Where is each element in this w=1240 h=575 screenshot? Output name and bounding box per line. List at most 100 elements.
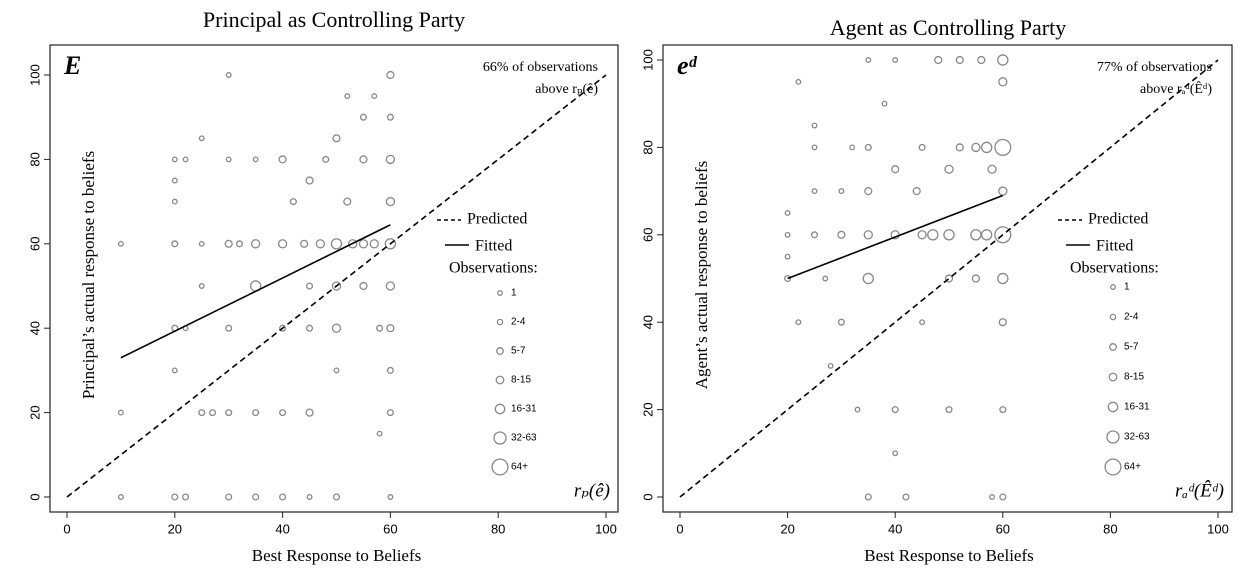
y-tick-label: 0 bbox=[27, 493, 42, 500]
observation bbox=[117, 494, 124, 500]
observation bbox=[970, 229, 982, 241]
observation bbox=[862, 272, 875, 285]
observation bbox=[376, 324, 384, 332]
observation bbox=[277, 239, 288, 249]
observation bbox=[811, 122, 818, 129]
observation bbox=[795, 78, 802, 85]
observation bbox=[278, 155, 287, 164]
x-tick-label: 20 bbox=[780, 521, 794, 536]
observation bbox=[358, 239, 369, 249]
observation bbox=[891, 165, 900, 174]
observation bbox=[198, 283, 205, 289]
plot-frame bbox=[49, 44, 619, 513]
observation bbox=[225, 409, 233, 417]
observation bbox=[279, 493, 287, 501]
observation bbox=[386, 113, 394, 121]
x-tick-label: 80 bbox=[1103, 521, 1117, 536]
legend-size bbox=[496, 318, 504, 326]
observation bbox=[811, 188, 818, 195]
fitted-line bbox=[787, 194, 1004, 280]
legend-size bbox=[1110, 284, 1116, 290]
observation bbox=[945, 406, 953, 414]
observation bbox=[322, 155, 330, 163]
observation bbox=[864, 493, 872, 501]
observation bbox=[997, 272, 1009, 285]
observation bbox=[305, 408, 314, 417]
observation bbox=[331, 323, 342, 333]
observation bbox=[971, 274, 981, 283]
observation bbox=[224, 239, 233, 248]
legend-title: Observations: bbox=[449, 260, 538, 277]
observation bbox=[250, 239, 261, 249]
observation bbox=[987, 164, 997, 174]
observation bbox=[225, 493, 233, 501]
legend-size bbox=[1109, 313, 1117, 321]
fitted-line bbox=[120, 224, 391, 359]
legend-size bbox=[1109, 343, 1117, 351]
observation bbox=[386, 324, 395, 333]
observation bbox=[171, 177, 178, 184]
legend-size-label: 5-7 bbox=[1124, 342, 1139, 353]
y-tick-label: 60 bbox=[27, 237, 42, 251]
observation bbox=[225, 324, 233, 332]
observation bbox=[998, 186, 1008, 196]
legend-label: Predicted bbox=[1088, 211, 1148, 228]
observation bbox=[369, 239, 379, 249]
legend-size-label: 8-15 bbox=[1124, 372, 1144, 383]
corner-label: eᵈ bbox=[677, 51, 698, 80]
observation bbox=[386, 366, 394, 374]
observation bbox=[386, 409, 394, 417]
x-tick-label: 100 bbox=[595, 521, 617, 536]
y-tick-label: 100 bbox=[640, 49, 655, 71]
observation bbox=[854, 406, 861, 413]
observation bbox=[943, 229, 955, 241]
observation bbox=[198, 135, 205, 142]
x-tick-label: 60 bbox=[383, 521, 397, 536]
y-tick-label: 80 bbox=[27, 152, 42, 166]
observation bbox=[849, 144, 856, 151]
observation bbox=[306, 494, 313, 500]
observation bbox=[387, 494, 394, 500]
y-tick-label: 40 bbox=[640, 315, 655, 329]
observation bbox=[989, 494, 995, 500]
observation bbox=[332, 134, 341, 143]
y-axis-label: Agent’s actual response to beliefs bbox=[692, 161, 711, 390]
observation bbox=[881, 100, 888, 107]
legend-size-label: 8-15 bbox=[511, 375, 531, 386]
y-tick-label: 80 bbox=[640, 140, 655, 154]
observation bbox=[384, 238, 397, 250]
observation bbox=[225, 72, 232, 78]
observation bbox=[315, 239, 326, 249]
observation bbox=[971, 142, 981, 153]
observation bbox=[944, 164, 954, 174]
axis-note: rₚ(ê) bbox=[574, 480, 610, 501]
observation bbox=[980, 141, 993, 154]
legend-size bbox=[1104, 458, 1122, 476]
legend-size bbox=[495, 375, 505, 385]
observation bbox=[955, 55, 964, 65]
observation bbox=[343, 197, 352, 206]
observation bbox=[917, 230, 927, 240]
observation bbox=[999, 493, 1007, 501]
legend-size bbox=[1108, 372, 1118, 382]
legend-size bbox=[494, 403, 506, 415]
y-tick-label: 0 bbox=[640, 493, 655, 500]
observation bbox=[811, 144, 818, 151]
observation bbox=[252, 493, 260, 501]
observation bbox=[198, 409, 206, 417]
annotation: above rₐᵈ(Êᵈ) bbox=[1140, 80, 1212, 97]
legend-size bbox=[493, 431, 507, 445]
legend-size-label: 64+ bbox=[1124, 462, 1141, 473]
x-tick-label: 80 bbox=[491, 521, 505, 536]
observation bbox=[225, 156, 232, 163]
observation bbox=[331, 281, 342, 291]
x-tick-label: 40 bbox=[275, 521, 289, 536]
observation bbox=[371, 93, 378, 100]
observation bbox=[289, 198, 297, 206]
observation bbox=[892, 450, 899, 457]
observation bbox=[998, 77, 1008, 87]
observation bbox=[117, 409, 124, 416]
observation bbox=[795, 319, 802, 326]
legend-size-label: 64+ bbox=[511, 462, 528, 473]
